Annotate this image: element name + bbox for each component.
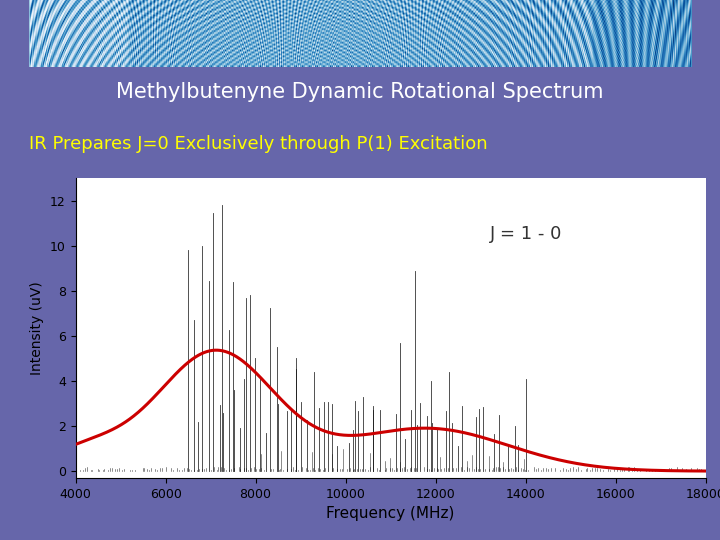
X-axis label: Frequency (MHz): Frequency (MHz)	[326, 506, 455, 521]
Text: Methylbutenyne Dynamic Rotational Spectrum: Methylbutenyne Dynamic Rotational Spectr…	[116, 82, 604, 102]
Text: IR Prepares J=0 Exclusively through P(1) Excitation: IR Prepares J=0 Exclusively through P(1)…	[29, 136, 487, 153]
Y-axis label: Intensity (uV): Intensity (uV)	[30, 281, 45, 375]
Text: J = 1 - 0: J = 1 - 0	[490, 225, 562, 243]
